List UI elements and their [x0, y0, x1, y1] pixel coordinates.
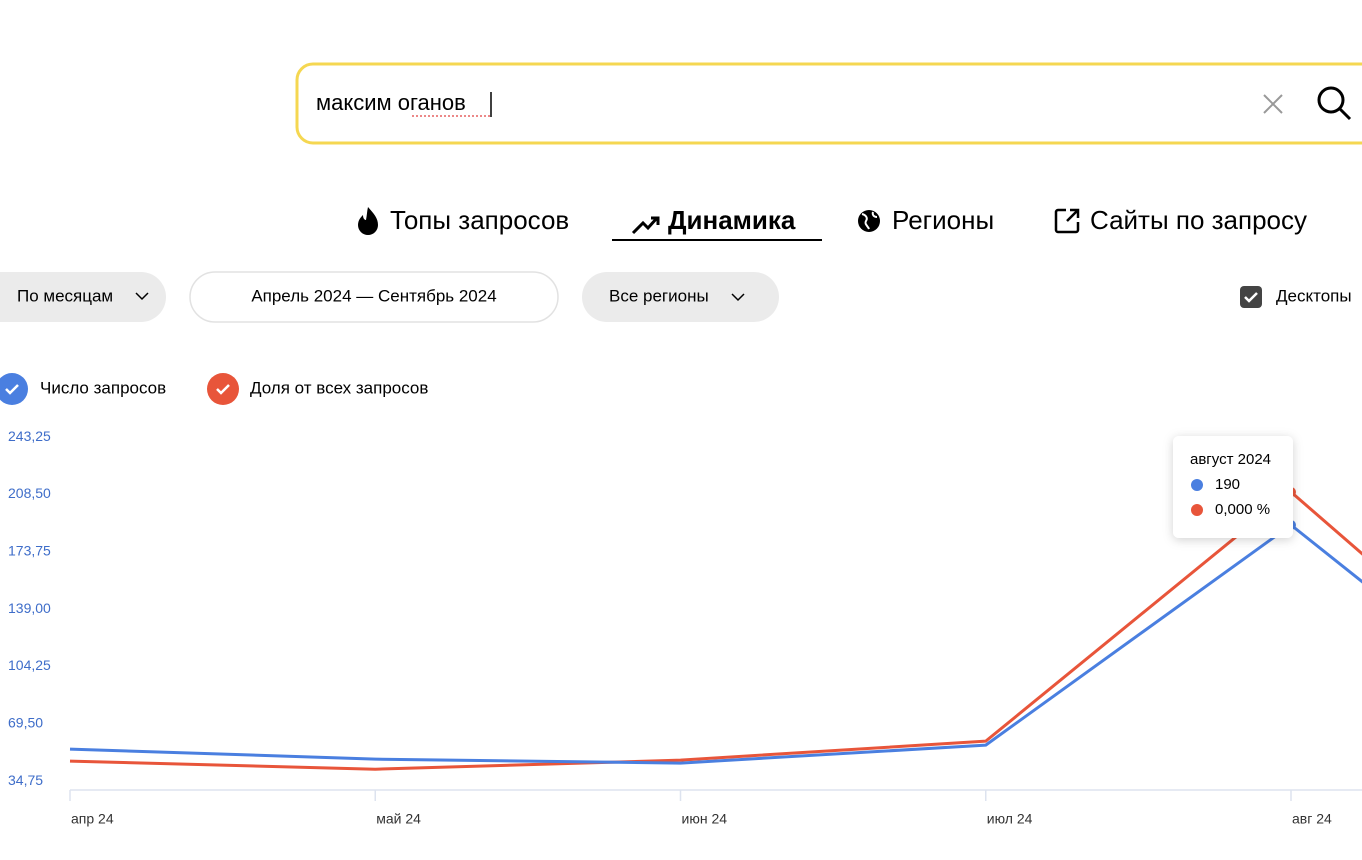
tooltip-dot — [1191, 479, 1203, 491]
tab[interactable]: Сайты по запросу — [1090, 205, 1307, 235]
legend-check — [5, 384, 19, 395]
legend-swatch — [207, 373, 239, 405]
search-box[interactable] — [295, 62, 1362, 145]
legend-label: Доля от всех запросов — [250, 378, 428, 397]
regions-pill[interactable] — [582, 272, 779, 322]
check — [1244, 292, 1258, 303]
search-query[interactable]: максим оганов — [316, 90, 466, 115]
range-label[interactable]: Апрель 2024 — Сентябрь 2024 — [251, 286, 496, 305]
x-tick-label: июн 24 — [682, 811, 728, 827]
fire-icon — [358, 207, 378, 235]
period-pill[interactable] — [0, 272, 166, 322]
globe-detail — [861, 211, 878, 230]
tooltip-count: 190 — [1215, 476, 1240, 493]
chevron — [135, 292, 149, 301]
regions-label[interactable]: Все регионы — [609, 286, 709, 305]
chart: 34,75 69,50 104,25 139,00 173,75 208,50 243,25… — [0, 373, 1362, 827]
trend-icon — [631, 216, 660, 235]
external-icon — [1054, 208, 1080, 234]
chevron — [731, 293, 745, 302]
tooltip — [1173, 436, 1293, 538]
range-pill[interactable] — [189, 271, 559, 323]
tab[interactable]: Топы запросов — [390, 205, 569, 235]
search-button[interactable] — [1317, 86, 1352, 121]
y-tick-label: 173,75 — [8, 543, 51, 559]
tooltip-dot — [1191, 504, 1203, 516]
tooltip-title: август 2024 — [1190, 451, 1271, 468]
device-label[interactable]: Десктопы — [1276, 286, 1352, 305]
x-tick-label: апр 24 — [71, 811, 114, 827]
legend-label: Число запросов — [40, 378, 166, 397]
tab[interactable]: Регионы — [892, 205, 994, 235]
x-tick-label: авг 24 — [1292, 811, 1332, 827]
x-tick-label: июл 24 — [987, 811, 1033, 827]
legend-check — [216, 384, 230, 395]
y-tick-label: 104,25 — [8, 657, 51, 673]
y-tick-label: 34,75 — [8, 772, 43, 788]
x-tick-label: май 24 — [376, 811, 421, 827]
clear-button[interactable] — [1263, 94, 1283, 114]
y-tick-label: 208,50 — [8, 485, 51, 501]
device-checkbox[interactable] — [1240, 286, 1262, 308]
y-tick-label: 139,00 — [8, 600, 51, 616]
series-line — [69, 490, 1362, 771]
y-tick-label: 243,25 — [8, 428, 51, 444]
y-tick-label: 69,50 — [8, 715, 43, 731]
period-label[interactable]: По месяцам — [17, 286, 113, 305]
series-line — [69, 523, 1362, 765]
tooltip-share: 0,000 % — [1215, 501, 1270, 518]
tab-active[interactable]: Динамика — [668, 205, 796, 235]
